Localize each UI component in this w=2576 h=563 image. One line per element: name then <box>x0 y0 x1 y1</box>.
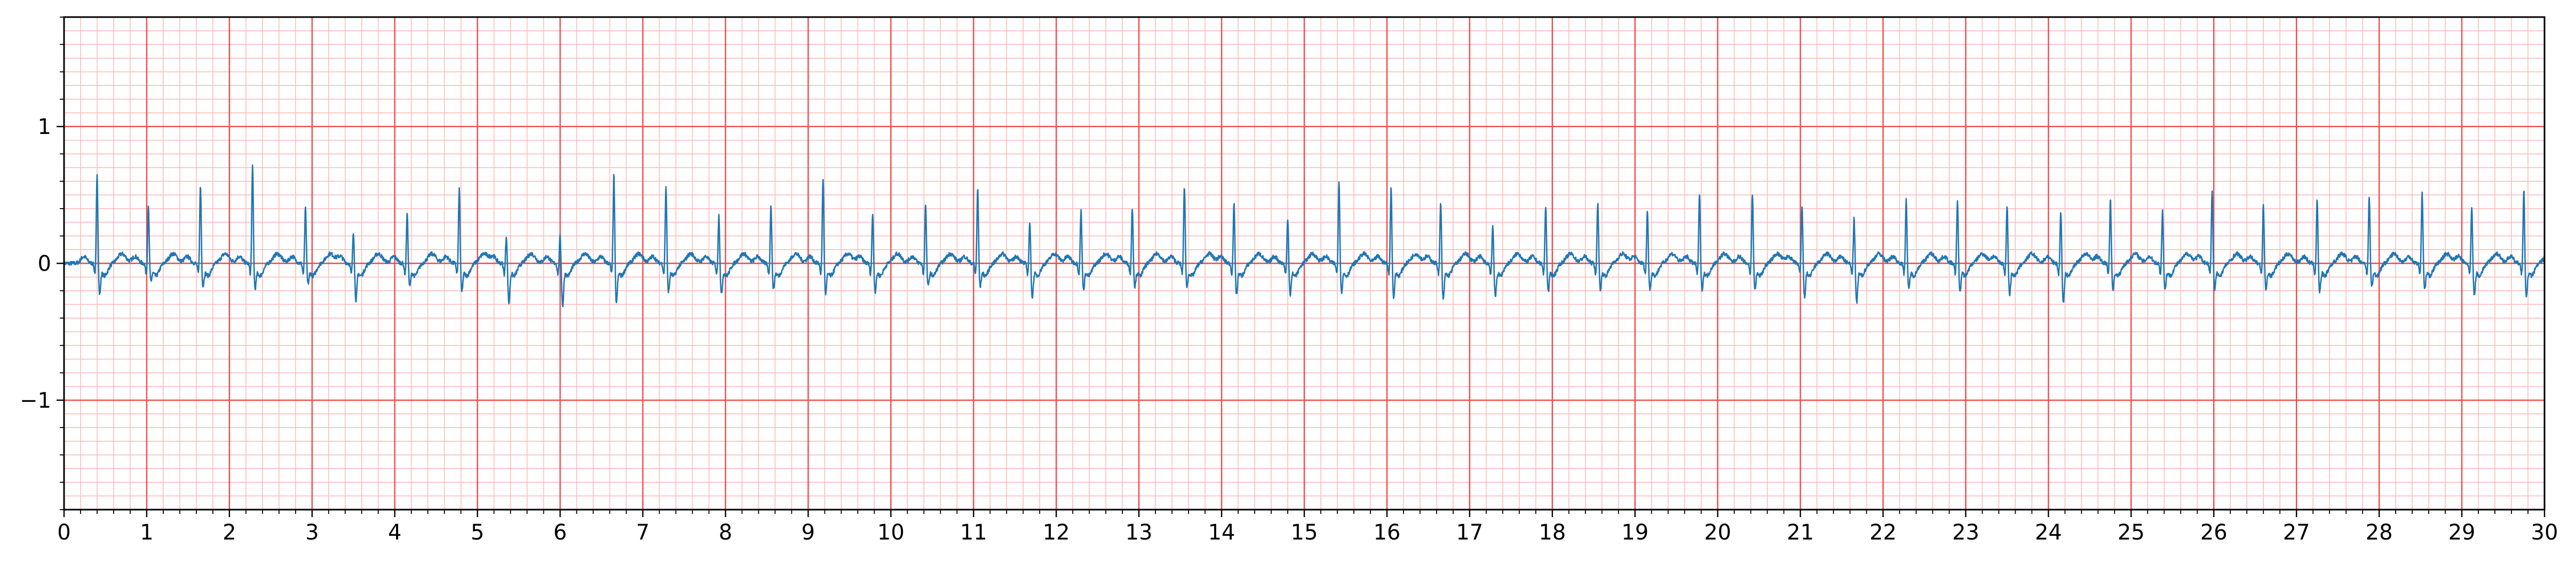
x-tick-label: 17 <box>1456 520 1483 545</box>
x-tick-label: 30 <box>2531 520 2558 545</box>
x-tick-label: 3 <box>305 520 319 545</box>
x-tick-label: 1 <box>140 520 153 545</box>
series-layer <box>63 164 2546 307</box>
x-tick-label: 19 <box>1621 520 1648 545</box>
x-tick-label: 26 <box>2200 520 2228 545</box>
x-tick-label: 22 <box>1869 520 1897 545</box>
y-axis-tick-labels: −1 0 1 <box>20 115 51 413</box>
x-tick-label: 23 <box>1952 520 1979 545</box>
x-tick-label: 4 <box>388 520 401 545</box>
x-tick-label: 9 <box>802 520 815 545</box>
x-tick-label: 20 <box>1704 520 1731 545</box>
x-tick-label: 8 <box>719 520 732 545</box>
x-tick-label: 6 <box>553 520 567 545</box>
x-tick-label: 27 <box>2283 520 2310 545</box>
x-tick-label: 2 <box>223 520 236 545</box>
x-tick-label: 11 <box>960 520 987 545</box>
x-tick-label: 7 <box>636 520 649 545</box>
axis-ticks <box>57 17 2546 517</box>
x-tick-label: 18 <box>1539 520 1566 545</box>
x-tick-label: 16 <box>1373 520 1400 545</box>
y-tick-label: 1 <box>38 115 51 139</box>
x-tick-label: 24 <box>2035 520 2062 545</box>
x-tick-label: 14 <box>1208 520 1235 545</box>
x-axis-tick-labels: 0 1 2 3 4 5 6 7 8 9 10 11 12 13 14 15 16 17 18 19 20 21 22 23 24… <box>57 520 2558 545</box>
x-tick-label: 25 <box>2118 520 2145 545</box>
y-tick-label: −1 <box>20 388 51 413</box>
x-tick-label: 15 <box>1291 520 1318 545</box>
x-tick-label: 13 <box>1125 520 1153 545</box>
x-tick-label: 29 <box>2448 520 2476 545</box>
x-tick-label: 21 <box>1787 520 1814 545</box>
x-tick-label: 28 <box>2366 520 2393 545</box>
x-tick-label: 10 <box>877 520 905 545</box>
y-tick-label: 0 <box>38 252 51 276</box>
x-tick-label: 5 <box>471 520 484 545</box>
x-tick-label: 12 <box>1043 520 1070 545</box>
ecg-series-line <box>63 164 2546 307</box>
x-tick-label: 0 <box>57 520 70 545</box>
